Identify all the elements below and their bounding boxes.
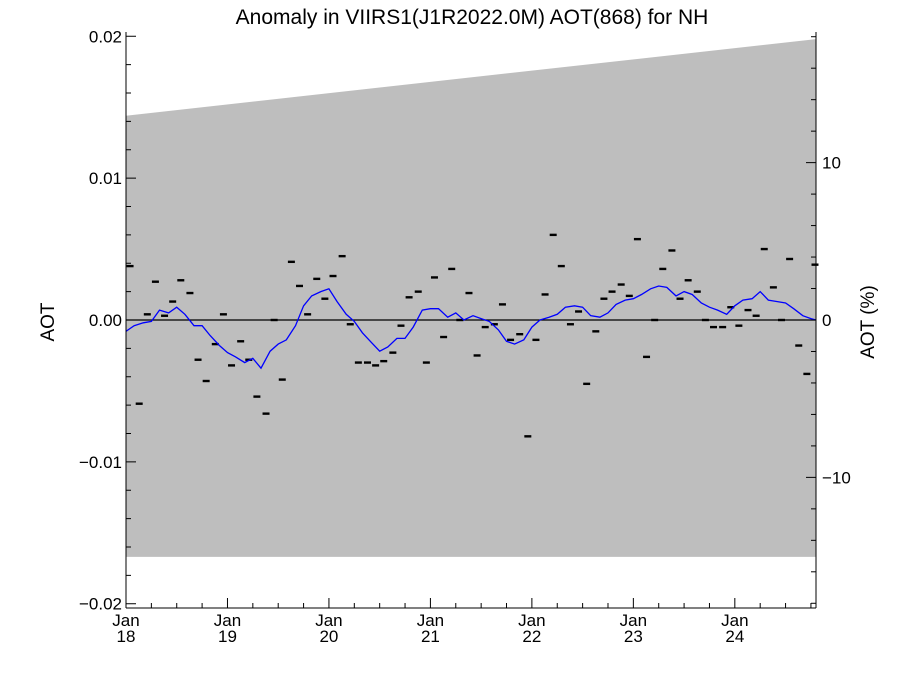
- y-axis-label-left: AOT: [38, 302, 59, 341]
- y-tick-label-left: 0.01: [89, 169, 122, 188]
- y-tick-label-left: −0.01: [79, 453, 122, 472]
- y-tick-label-left: 0.00: [89, 311, 122, 330]
- x-tick-label-month: Jan: [721, 611, 748, 630]
- y-axis-label-right: AOT (%): [858, 285, 879, 359]
- x-tick-label-year: 24: [725, 627, 744, 646]
- y-tick-label-right: 0: [822, 311, 831, 330]
- y-tick-label-right: −10: [822, 468, 851, 487]
- x-tick-label-month: Jan: [620, 611, 647, 630]
- x-tick-label-year: 22: [522, 627, 541, 646]
- y-tick-label-right: 10: [822, 154, 841, 173]
- band-layer: [126, 39, 816, 557]
- x-tick-label-month: Jan: [518, 611, 545, 630]
- chart-title: Anomaly in VIIRS1(J1R2022.0M) AOT(868) f…: [236, 6, 709, 29]
- y-tick-label-left: 0.02: [89, 27, 122, 46]
- running-mean-layer: [125, 285, 817, 370]
- x-tick-label-year: 20: [319, 627, 338, 646]
- x-tick-label-year: 19: [218, 627, 237, 646]
- running-mean-line: [125, 285, 817, 370]
- y-tick-label-left: −0.02: [79, 595, 122, 614]
- axis-ticks: 0.020.010.00−0.01−0.02100−10Jan18Jan19Ja…: [79, 27, 851, 646]
- x-tick-label-month: Jan: [315, 611, 342, 630]
- x-tick-label-month: Jan: [214, 611, 241, 630]
- x-tick-label-month: Jan: [417, 611, 444, 630]
- uncertainty-band: [126, 39, 816, 557]
- x-tick-label-year: 18: [117, 627, 136, 646]
- x-tick-label-month: Jan: [112, 611, 139, 630]
- x-tick-label-year: 23: [624, 627, 643, 646]
- monthly-marker-layer: [126, 233, 819, 438]
- x-tick-label-year: 21: [421, 627, 440, 646]
